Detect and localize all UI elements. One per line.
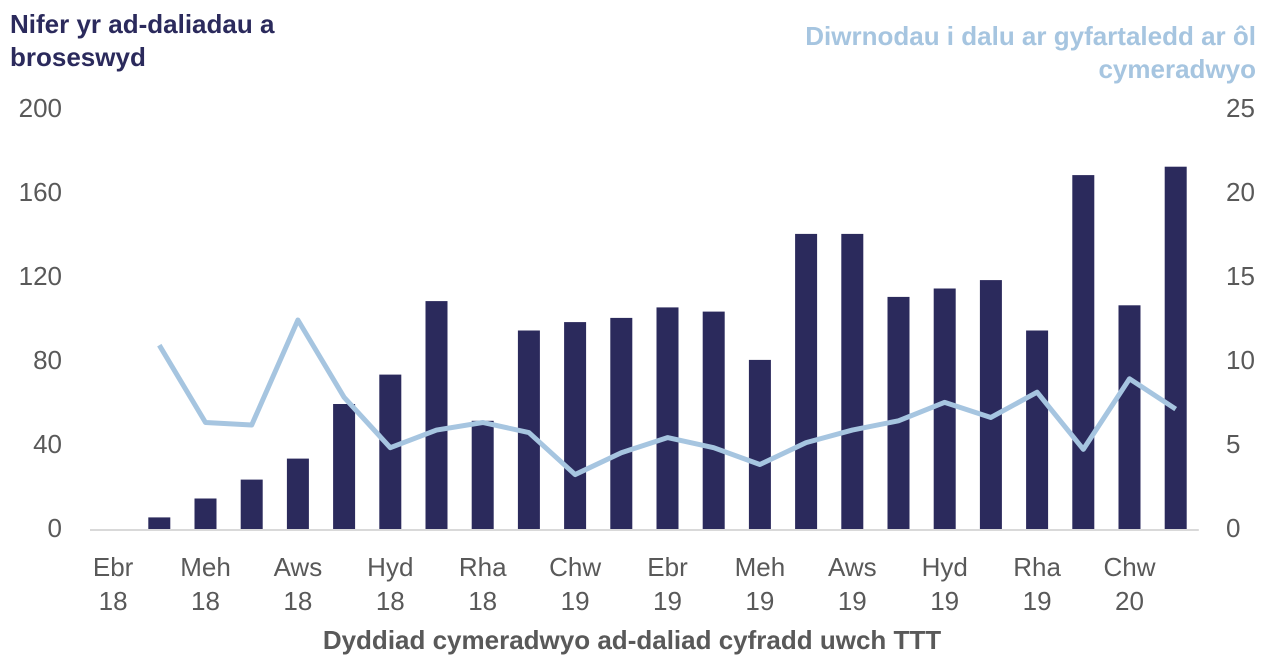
y-tick-label: 0 [48,513,62,543]
x-tick-label: Hyd 19 [921,552,968,616]
y-tick-label: 160 [19,177,62,207]
y2-tick-label: 5 [1226,429,1240,459]
y-tick-label: 40 [33,429,62,459]
bar [610,317,633,530]
bar [1072,175,1095,530]
line [157,317,1178,478]
y2-tick-label: 10 [1226,345,1255,375]
x-tick-label: Meh 18 [180,552,231,616]
y-tick-label: 200 [19,93,62,123]
bar [887,296,910,530]
bar [1026,330,1049,530]
bar [795,233,818,530]
bar [979,280,1002,530]
x-tick-label: Meh 19 [734,552,786,616]
bar [841,233,864,530]
bar [656,307,679,530]
bar [702,311,725,530]
x-tick-label: Ebr 18 [92,552,134,616]
x-tick-label: Chw 20 [1103,552,1156,616]
bar [1118,305,1141,530]
x-tick-label: Hyd 18 [367,552,414,616]
y2-tick-label: 25 [1226,93,1255,123]
bar [425,301,448,530]
bar [933,288,956,530]
bar [379,374,402,530]
bar [564,322,587,530]
y-axis-title: Nifer yr ad-daliadau a broseswyd [10,9,275,72]
x-tick-label: Chw 19 [549,552,602,616]
bar [286,458,309,530]
bar [748,359,771,530]
y-tick-label: 80 [33,345,62,375]
x-tick-label: Aws 19 [827,552,877,616]
x-tick-label: Aws 18 [273,552,323,616]
x-axis-title: Dyddiad cymeradwyo ad-daliad cyfradd uwc… [322,625,942,655]
bar [194,498,217,530]
y2-tick-label: 15 [1226,261,1255,291]
bar [333,404,356,530]
x-tick-label: Rha 18 [458,552,507,616]
y2-tick-label: 20 [1226,177,1255,207]
y2-axis-title: Diwrnodau i dalu ar gyfartaledd ar ôl cy… [805,21,1256,84]
x-tick-label: Rha 19 [1013,552,1061,616]
bar [240,479,263,530]
x-tick-label: Ebr 19 [647,552,688,616]
bar [471,420,494,530]
bar [1164,166,1187,530]
y2-tick-label: 0 [1226,513,1240,543]
y-tick-label: 120 [19,261,62,291]
bar [148,517,171,530]
